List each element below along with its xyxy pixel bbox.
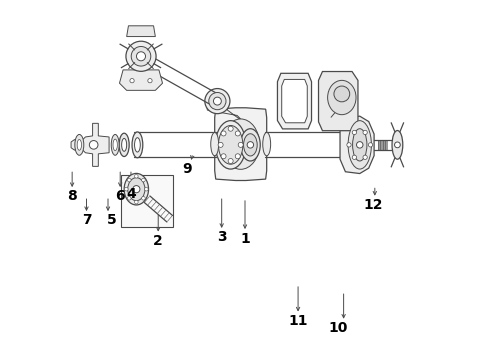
Circle shape	[238, 142, 243, 147]
Ellipse shape	[133, 186, 140, 193]
Text: 12: 12	[364, 198, 383, 212]
Circle shape	[142, 197, 145, 200]
Circle shape	[89, 140, 98, 149]
Ellipse shape	[357, 141, 363, 148]
Text: 10: 10	[329, 321, 348, 335]
Ellipse shape	[214, 97, 221, 105]
Circle shape	[221, 131, 226, 136]
Circle shape	[347, 143, 351, 147]
Text: 1: 1	[240, 232, 250, 246]
Ellipse shape	[135, 138, 140, 152]
Ellipse shape	[131, 46, 151, 66]
Ellipse shape	[392, 131, 403, 159]
Ellipse shape	[126, 41, 156, 71]
Text: 7: 7	[82, 213, 91, 227]
Ellipse shape	[209, 93, 226, 110]
Circle shape	[218, 142, 223, 147]
Polygon shape	[206, 98, 245, 123]
Circle shape	[334, 86, 350, 102]
Ellipse shape	[205, 89, 230, 114]
Text: 2: 2	[153, 234, 163, 248]
Ellipse shape	[353, 129, 367, 161]
Circle shape	[363, 155, 368, 159]
Ellipse shape	[328, 80, 356, 115]
Polygon shape	[215, 108, 267, 180]
Ellipse shape	[128, 178, 145, 201]
Polygon shape	[120, 70, 163, 90]
Ellipse shape	[241, 129, 260, 161]
Ellipse shape	[75, 134, 84, 155]
Circle shape	[368, 143, 373, 147]
Circle shape	[228, 126, 233, 131]
Polygon shape	[126, 26, 155, 37]
Circle shape	[142, 178, 145, 182]
Ellipse shape	[122, 138, 126, 151]
Circle shape	[235, 131, 240, 136]
Ellipse shape	[111, 134, 119, 155]
Circle shape	[127, 197, 131, 200]
Text: 3: 3	[217, 230, 226, 244]
Ellipse shape	[244, 134, 257, 156]
Text: 4: 4	[126, 187, 136, 201]
Ellipse shape	[130, 78, 134, 83]
Text: 6: 6	[115, 189, 125, 203]
Ellipse shape	[77, 139, 81, 150]
Bar	[122, 175, 173, 226]
Text: 8: 8	[67, 189, 77, 203]
Circle shape	[135, 175, 138, 178]
Circle shape	[363, 130, 368, 135]
Ellipse shape	[247, 141, 254, 148]
Circle shape	[221, 154, 226, 159]
Ellipse shape	[219, 126, 243, 164]
Ellipse shape	[222, 119, 259, 169]
Circle shape	[235, 154, 240, 159]
Circle shape	[124, 188, 128, 191]
Ellipse shape	[394, 142, 400, 148]
Polygon shape	[282, 80, 307, 123]
Ellipse shape	[148, 78, 152, 83]
Circle shape	[135, 200, 138, 204]
Polygon shape	[71, 123, 109, 166]
Ellipse shape	[124, 174, 148, 205]
Ellipse shape	[113, 139, 117, 150]
Text: 9: 9	[182, 162, 192, 176]
Text: 11: 11	[288, 314, 308, 328]
Circle shape	[127, 178, 131, 182]
Ellipse shape	[119, 133, 129, 157]
Circle shape	[352, 155, 357, 159]
Circle shape	[352, 130, 357, 135]
Ellipse shape	[211, 132, 219, 156]
Ellipse shape	[263, 132, 270, 156]
Circle shape	[145, 188, 148, 191]
Ellipse shape	[348, 121, 371, 169]
Circle shape	[228, 158, 233, 163]
Polygon shape	[340, 116, 374, 174]
Ellipse shape	[216, 121, 246, 169]
Ellipse shape	[137, 52, 146, 61]
Ellipse shape	[132, 132, 143, 158]
Text: 5: 5	[107, 213, 117, 227]
Polygon shape	[318, 72, 358, 131]
Polygon shape	[277, 73, 312, 129]
